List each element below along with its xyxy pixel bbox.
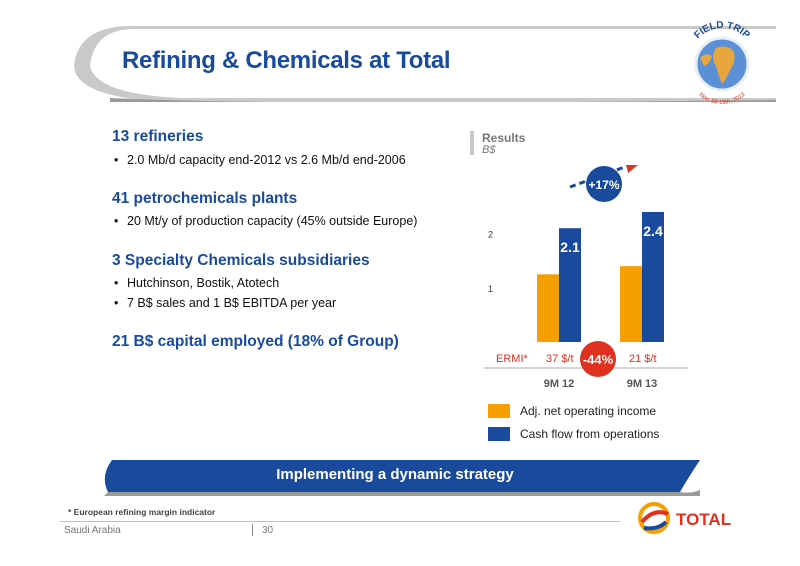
page-number: 30 [262,525,274,536]
footer-separator [252,524,253,536]
section-heading: 13 refineries [112,128,204,145]
bar-data-label: 2.4 [643,223,663,239]
footer-divider [60,521,620,522]
section-heading: 3 Specialty Chemicals subsidiaries [112,252,370,269]
badge-date: Nov. 18-19th, 2013 [698,92,747,107]
x-category-label: 9M 13 [627,378,658,390]
legend-label: Cash flow from operations [520,427,660,441]
bar-cash-flow [559,228,581,342]
bullet-item: • 20 Mt/y of production capacity (45% out… [114,214,418,228]
strategy-banner-text: Implementing a dynamic strategy [276,466,514,483]
total-logo: TOTAL [638,502,731,534]
bar-adj-net-income [537,274,559,342]
ermi-change-badge [580,341,616,377]
bullet-item: • 7 B$ sales and 1 B$ EBITDA per year [114,296,337,310]
growth-badge [586,166,622,202]
legend-label: Adj. net operating income [520,404,657,418]
results-bar-chart: 1 2 2.1 9M 12 2.4 9M 13 ERMI* 37 $/t 21 $/t -44% +… [484,165,688,390]
ermi-label: ERMI* [496,353,529,365]
x-category-label: 9M 12 [544,378,575,390]
bar-adj-net-income [620,266,642,342]
results-marker [470,131,474,155]
legend-swatch-adj-income [488,404,510,418]
bullet-item: • 2.0 Mb/d capacity end-2012 vs 2.6 Mb/d … [114,153,406,167]
ermi-value: 21 $/t [629,353,657,365]
section-heading: 21 B$ capital employed (18% of Group) [112,333,399,350]
ermi-change-label: -44% [583,352,614,367]
total-logo-text: TOTAL [676,510,731,529]
bar-cash-flow [642,211,664,342]
results-title: Results [482,131,526,145]
page-title: Refining & Chemicals at Total [122,47,451,74]
svg-text:Nov. 18-19th, 2013: Nov. 18-19th, 2013 [698,92,747,107]
growth-arrowhead [626,165,638,173]
results-unit: B$ [482,144,496,156]
legend-swatch-cash-flow [488,427,510,441]
footnote: * European refining margin indicator [68,507,216,517]
ermi-value: 37 $/t [546,353,574,365]
footer-location: Saudi Arabia [64,525,121,536]
y-tick-label: 2 [488,230,493,240]
title-banner [74,26,776,102]
strategy-banner [104,460,700,496]
total-logo-icon [638,502,670,534]
y-tick-label: 1 [488,284,493,294]
bar-data-label: 2.1 [560,239,580,255]
growth-label: +17% [588,178,619,192]
field-trip-badge: FIELD TRIP Nov. 18-19th, 2013 [692,20,752,107]
bullet-item: • Hutchinson, Bostik, Atotech [114,276,280,290]
section-heading: 41 petrochemicals plants [112,190,298,207]
